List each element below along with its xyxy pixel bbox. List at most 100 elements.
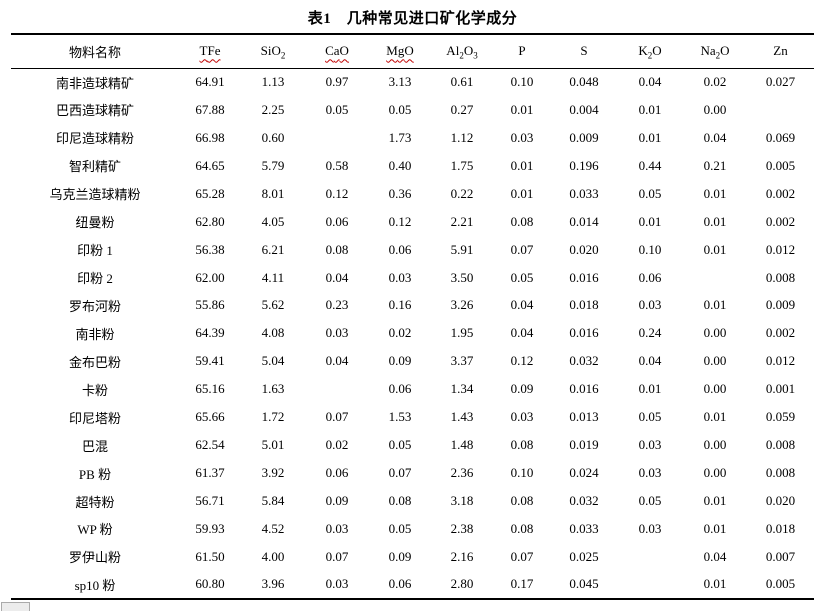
cell-sio2: 1.13 [261,74,285,90]
cell-tfe: 59.41 [195,353,225,369]
cell-na2o: 0.00 [703,381,727,397]
material-name-cell: 超特粉 [75,494,115,510]
material-name-cell: 智利精矿 [68,159,121,175]
cell-mgo: 0.40 [388,157,412,173]
cell-mgo: 0.05 [388,437,412,453]
cell-mgo: 0.06 [388,576,412,592]
table-row: 卡粉 65.16 1.63 0.06 1.34 0.09 0.016 0.01 0.00 0.00… [11,375,814,403]
cell-k2o: 0.05 [638,493,662,509]
cell-al2o3: 1.43 [450,409,474,425]
cell-al2o3: 2.21 [450,213,474,229]
cell-tfe: 61.37 [195,465,225,481]
cell-na2o: 0.00 [703,465,727,481]
cell-sio2: 4.11 [261,269,285,285]
table-row: 南非粉 64.39 4.08 0.03 0.02 1.95 0.04 0.016 0.24 0.0… [11,319,814,347]
cell-k2o: 0.06 [638,269,662,285]
column-header-tfe: TFe [199,43,221,59]
cell-s: 0.032 [569,493,599,509]
cell-na2o: 0.02 [703,74,727,90]
material-name-cell: 南非粉 [75,326,115,342]
cell-p: 0.04 [510,297,534,313]
cell-sio2: 5.04 [261,353,285,369]
cell-al2o3: 3.18 [450,493,474,509]
cell-cao: 0.03 [325,520,349,536]
cell-k2o: 0.01 [638,101,662,117]
cell-cao: 0.06 [325,465,349,481]
cell-p: 0.01 [510,185,534,201]
cell-p: 0.10 [510,74,534,90]
cell-s: 0.019 [569,437,599,453]
cell-p: 0.17 [510,576,534,592]
table-row: sp10 粉 60.80 3.96 0.03 0.06 2.80 0.17 0.045 0.01… [11,571,814,599]
cell-al2o3: 1.12 [450,129,474,145]
cell-na2o: 0.01 [703,576,727,592]
cell-p: 0.08 [510,520,534,536]
cell-tfe: 65.16 [195,381,225,397]
cell-s: 0.018 [569,297,599,313]
cell-s: 0.033 [569,520,599,536]
cell-k2o: 0.04 [638,353,662,369]
cell-s: 0.016 [569,269,599,285]
cell-s: 0.013 [569,409,599,425]
cell-s: 0.045 [569,576,599,592]
cell-zn: 0.002 [765,185,796,201]
cell-s: 0.032 [569,353,599,369]
cell-tfe: 62.80 [195,213,225,229]
cell-sio2: 5.84 [261,493,285,509]
table-row: 罗伊山粉 61.50 4.00 0.07 0.09 2.16 0.07 0.025 0.04 0.… [11,543,814,571]
cell-na2o: 0.00 [703,325,727,341]
cell-mgo: 0.05 [388,520,412,536]
table-row: 乌克兰造球精粉 65.28 8.01 0.12 0.36 0.22 0.01 0.033 0.0… [11,180,814,208]
cell-cao: 0.07 [325,548,349,564]
cell-p: 0.03 [510,129,534,145]
table-row: 纽曼粉 62.80 4.05 0.06 0.12 2.21 0.08 0.014 0.01 0.0… [11,208,814,236]
cell-al2o3: 3.37 [450,353,474,369]
cell-tfe: 64.65 [195,157,225,173]
cell-mgo: 3.13 [388,74,412,90]
cell-k2o [617,543,683,571]
cell-al2o3: 1.75 [450,157,474,173]
material-name-cell: 印粉 2 [77,271,113,287]
cell-zn: 0.005 [765,157,796,173]
cell-mgo: 0.07 [388,465,412,481]
cell-zn: 0.069 [765,129,796,145]
material-name-cell: 印尼造球精粉 [55,131,134,147]
cell-zn: 0.007 [765,548,796,564]
cell-na2o: 0.01 [703,520,727,536]
cell-s: 0.016 [569,325,599,341]
cell-tfe: 55.86 [195,297,225,313]
cell-k2o: 0.24 [638,325,662,341]
cell-na2o: 0.00 [703,437,727,453]
table-row: 罗布河粉 55.86 5.62 0.23 0.16 3.26 0.04 0.018 0.03 0.… [11,292,814,320]
cell-s: 0.009 [569,129,599,145]
cell-s: 0.014 [569,213,599,229]
cell-p: 0.12 [510,353,534,369]
material-name-cell: 巴西造球精矿 [55,103,134,119]
cell-sio2: 6.21 [261,241,285,257]
table-row: 印尼造球精粉 66.98 0.60 1.73 1.12 0.03 0.009 0.01 0.04… [11,124,814,152]
cell-k2o: 0.05 [638,409,662,425]
cell-cao: 0.03 [325,576,349,592]
cell-na2o: 0.01 [703,185,727,201]
column-header-p: P [518,43,526,59]
cell-cao: 0.08 [325,241,349,257]
cell-tfe: 60.80 [195,576,225,592]
material-name-cell: 纽曼粉 [75,215,115,231]
cell-s: 0.020 [569,241,599,257]
cell-k2o: 0.01 [638,213,662,229]
cell-al2o3: 2.80 [450,576,474,592]
cell-sio2: 4.08 [261,325,285,341]
table-row: 印粉 2 62.00 4.11 0.04 0.03 3.50 0.05 0.016 0.06 0.… [11,264,814,292]
column-header-mgo: MgO [386,43,414,59]
table-row: PB 粉 61.37 3.92 0.06 0.07 2.36 0.10 0.024 0.03 0.… [11,459,814,487]
cell-zn: 0.009 [765,297,796,313]
table-row: 巴混 62.54 5.01 0.02 0.05 1.48 0.08 0.019 0.03 0.00… [11,431,814,459]
cell-cao: 0.02 [325,437,349,453]
cell-mgo: 0.03 [388,269,412,285]
cell-p: 0.07 [510,241,534,257]
cell-s: 0.025 [569,548,599,564]
cell-zn: 0.027 [765,74,796,90]
cell-p: 0.09 [510,381,534,397]
cell-al2o3: 0.22 [450,185,474,201]
cell-sio2: 4.52 [261,520,285,536]
